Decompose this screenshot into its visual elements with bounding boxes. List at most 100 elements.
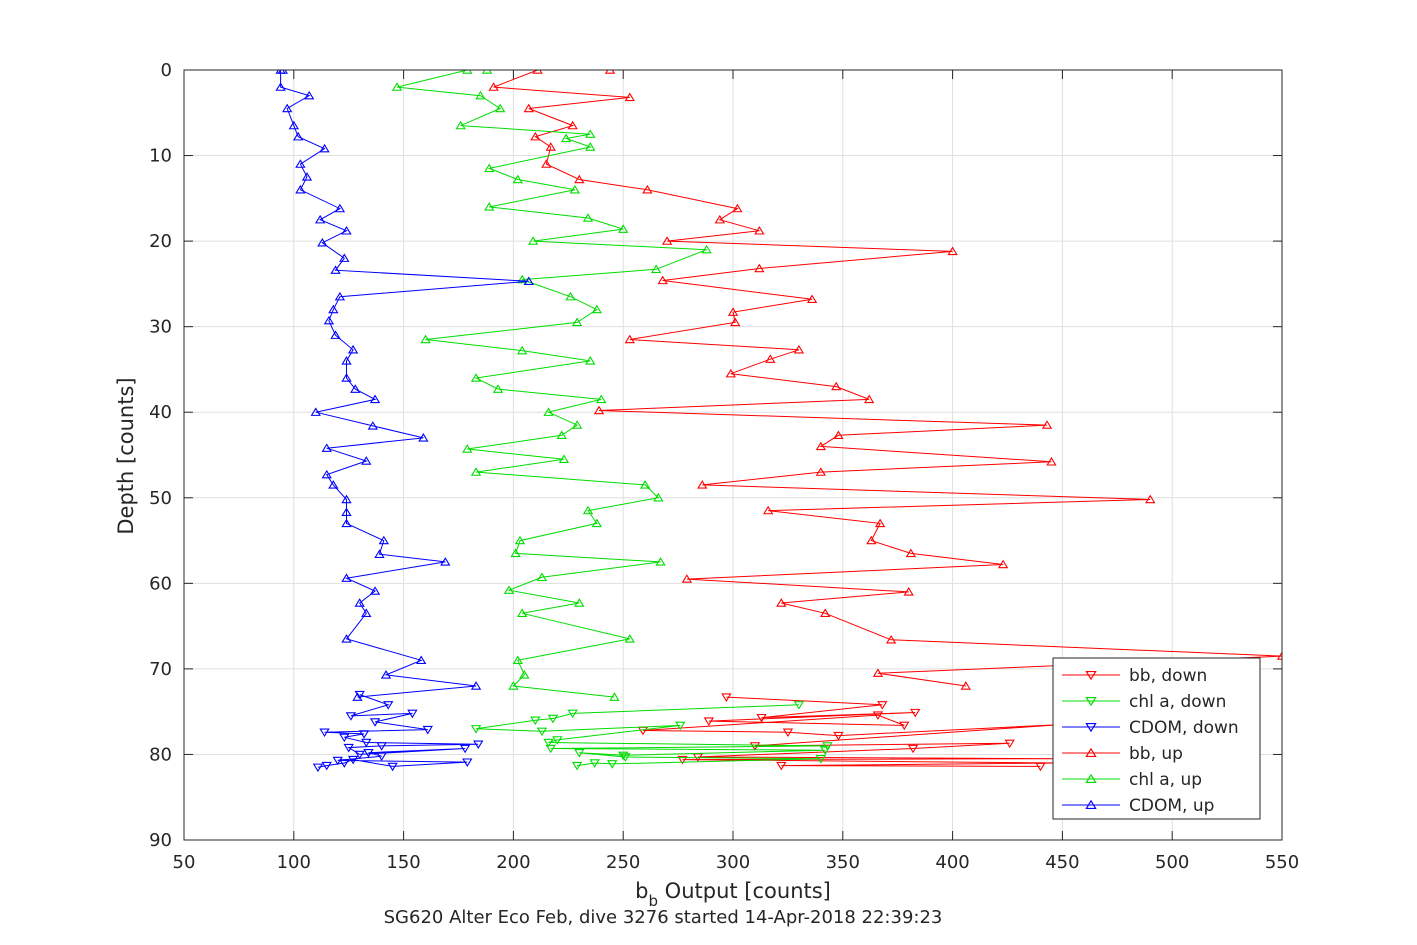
data-point-cdom-up xyxy=(361,456,372,465)
data-point-cdom-up xyxy=(354,598,365,607)
data-point-bb-up xyxy=(727,307,739,316)
data-point-chl-a-up xyxy=(565,291,576,301)
data-point-cdom-up xyxy=(282,103,293,113)
y-tick-label: 70 xyxy=(149,659,172,680)
legend-label: bb, down xyxy=(1129,666,1207,686)
data-point-bb-down xyxy=(756,713,767,723)
legend-marker xyxy=(1085,722,1097,733)
legend-label: bb, up xyxy=(1129,744,1183,764)
data-point-bb-up xyxy=(681,574,693,583)
data-point-bb-up xyxy=(754,226,765,235)
data-point-cdom-down xyxy=(319,728,330,738)
data-point-cdom-down xyxy=(361,738,372,748)
legend-entry-chl-a-up: chl a, up xyxy=(1062,770,1202,790)
data-point-bb-up xyxy=(661,236,673,245)
data-point-cdom-up xyxy=(303,90,315,100)
data-point-bb-up xyxy=(714,214,726,224)
data-point-chl-a-down xyxy=(571,761,583,771)
y-tick-label: 40 xyxy=(149,402,172,423)
y-tick-label: 0 xyxy=(161,60,172,81)
data-point-bb-up xyxy=(574,174,585,184)
data-point-cdom-down xyxy=(407,709,418,719)
legend-entry-bb-down: bb, down xyxy=(1062,666,1207,686)
data-point-chl-a-up xyxy=(618,224,629,233)
data-point-cdom-down xyxy=(387,762,398,772)
data-point-cdom-down xyxy=(354,750,365,760)
data-point-bb-up xyxy=(523,103,534,113)
x-tick-label: 300 xyxy=(716,852,750,873)
data-point-cdom-down xyxy=(376,742,387,751)
data-point-bb-up xyxy=(866,535,877,545)
data-point-chl-a-down xyxy=(607,760,618,769)
legend-entry-chl-a-down: chl a, down xyxy=(1062,692,1226,712)
data-point-chl-a-up xyxy=(420,334,431,344)
data-point-cdom-up xyxy=(523,276,534,286)
data-point-cdom-up xyxy=(319,143,330,153)
data-point-chl-a-down xyxy=(547,714,559,724)
data-point-bb-up xyxy=(604,70,616,74)
data-point-bb-up xyxy=(1041,420,1053,429)
data-point-chl-a-up xyxy=(639,480,651,489)
data-point-bb-up xyxy=(1276,651,1282,660)
data-point-cdom-up xyxy=(369,394,381,404)
legend-entry-cdom-up: CDOM, up xyxy=(1062,796,1214,816)
data-point-chl-a-down xyxy=(552,736,563,745)
data-point-cdom-up xyxy=(328,304,339,314)
data-point-cdom-up xyxy=(415,655,427,665)
data-point-chl-a-up xyxy=(650,264,662,274)
data-point-bb-up xyxy=(960,681,971,690)
legend-marker xyxy=(1085,799,1097,810)
y-tick-label: 80 xyxy=(149,744,172,765)
series-cdom-down xyxy=(312,690,484,773)
data-point-cdom-up xyxy=(330,330,341,339)
data-point-chl-a-up xyxy=(503,585,515,594)
data-point-chl-a-up xyxy=(475,90,486,100)
data-point-bb-up xyxy=(874,518,886,528)
data-point-cdom-up xyxy=(341,518,352,528)
legend-entry-bb-up: bb, up xyxy=(1062,744,1183,764)
data-point-chl-a-up xyxy=(591,518,603,528)
data-point-cdom-down xyxy=(354,690,365,700)
data-point-cdom-up xyxy=(339,253,350,262)
x-axis-label-rest: Output [counts] xyxy=(658,879,831,903)
series-cdom-up xyxy=(275,70,534,701)
data-point-chl-a-up xyxy=(462,444,473,453)
data-point-chl-a-down xyxy=(620,753,631,762)
data-point-chl-a-up xyxy=(512,174,523,184)
x-tick-label: 250 xyxy=(606,852,640,873)
data-point-cdom-up xyxy=(341,634,352,643)
data-point-chl-a-up xyxy=(492,384,504,393)
data-point-bb-down xyxy=(899,721,910,731)
data-point-chl-a-up xyxy=(508,681,519,690)
data-point-cdom-up xyxy=(341,494,352,504)
series-line-cdom-down xyxy=(317,694,479,768)
data-point-cdom-down xyxy=(369,718,381,727)
data-point-chl-a-down xyxy=(820,746,831,756)
data-point-chl-a-up xyxy=(484,163,495,173)
data-point-bb-down xyxy=(833,731,844,741)
x-tick-label: 50 xyxy=(173,852,196,873)
data-point-chl-a-down xyxy=(589,759,600,768)
series-chl-a-down xyxy=(470,701,833,771)
data-point-chl-a-up xyxy=(470,373,482,382)
x-tick-label: 200 xyxy=(496,852,530,873)
data-point-chl-a-up xyxy=(585,142,596,151)
data-point-bb-down xyxy=(872,711,884,720)
data-point-bb-up xyxy=(725,368,736,378)
data-point-cdom-up xyxy=(323,315,335,325)
data-point-bb-up xyxy=(997,559,1009,569)
x-axis-label: bb Output [counts] xyxy=(635,879,831,910)
data-point-cdom-down xyxy=(383,701,394,710)
data-point-bb-up xyxy=(545,142,556,151)
data-point-chl-a-down xyxy=(530,716,541,726)
data-point-chl-a-up xyxy=(624,634,635,643)
x-tick-label: 100 xyxy=(277,852,311,873)
data-point-chl-a-up xyxy=(558,454,570,463)
data-point-bb-up xyxy=(765,354,776,363)
data-point-chl-a-down xyxy=(675,721,686,731)
x-tick-label: 350 xyxy=(826,852,860,873)
series-bb-up xyxy=(488,70,1282,690)
data-point-chl-a-up xyxy=(527,236,539,245)
data-point-cdom-up xyxy=(317,237,328,247)
